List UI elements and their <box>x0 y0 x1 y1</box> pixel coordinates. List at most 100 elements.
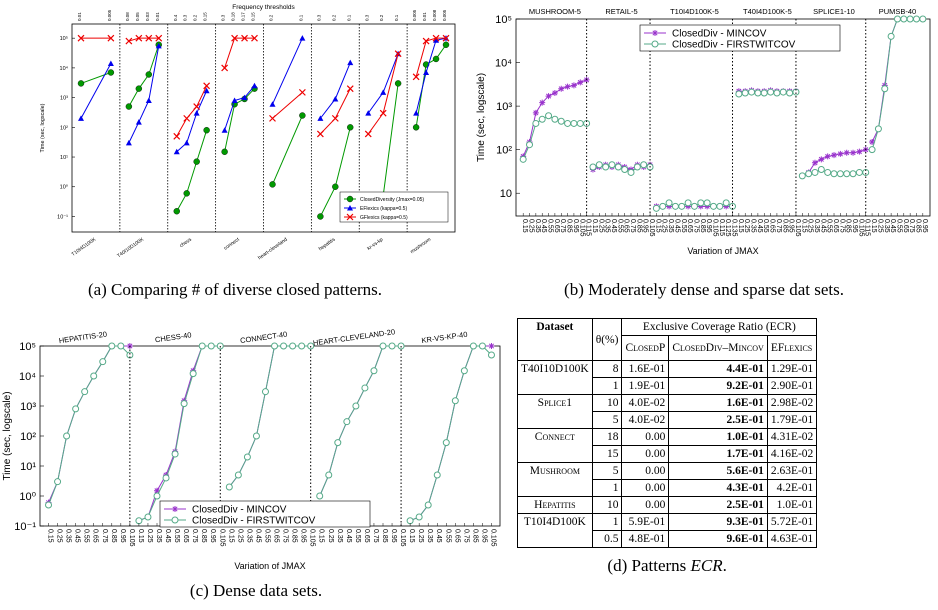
x-tick-label: 0.85 <box>381 529 388 543</box>
group-label: T40I4D100K-5 <box>743 7 792 16</box>
data-point <box>824 153 831 160</box>
data-point <box>855 168 863 176</box>
threshold-label: 0.15 <box>251 12 256 21</box>
data-point <box>299 35 306 41</box>
x-tick-label: 0.55 <box>680 219 687 233</box>
x-tick-label: 0.85 <box>471 529 478 543</box>
data-point <box>234 471 242 479</box>
legend-label: ClosedDiv - MINCOV <box>672 29 767 40</box>
data-point <box>298 88 306 96</box>
cell-dataset: Hepatitis <box>517 496 593 514</box>
x-tick-label: 0.35 <box>883 219 890 233</box>
data-point <box>45 501 53 509</box>
data-point <box>125 139 132 146</box>
data-point <box>451 397 459 405</box>
data-point <box>135 34 143 42</box>
x-tick-label: 0.15 <box>654 219 661 233</box>
legend-label: ClosedDiv - MINCOV <box>192 505 287 516</box>
group-label: connect <box>223 236 241 251</box>
data-point <box>316 130 324 138</box>
x-tick-label: 0.35 <box>336 529 343 543</box>
data-point <box>183 190 190 197</box>
x-tick-label: 0.65 <box>902 219 909 233</box>
x-tick-label: 0.45 <box>164 529 171 543</box>
data-point <box>748 88 756 96</box>
data-point <box>716 202 724 210</box>
data-point <box>415 513 423 521</box>
series-line <box>138 345 221 522</box>
data-point <box>893 15 901 23</box>
y-tick-label: 10⁰ <box>60 184 69 191</box>
x-tick-label: 0.95 <box>209 529 216 543</box>
x-tick-label: 0.45 <box>819 219 826 233</box>
x-tick-label: 0.45 <box>345 529 352 543</box>
data-point <box>370 367 378 375</box>
data-point <box>252 432 260 440</box>
group-label: heart-cleveland <box>257 237 289 262</box>
group-label: T10I4D100K-5 <box>670 7 719 16</box>
group-label: HEPATITIS-20 <box>58 330 107 346</box>
data-point <box>171 450 179 458</box>
data-point <box>241 94 248 101</box>
data-point <box>108 342 116 350</box>
x-tick-label: 0.95 <box>480 529 487 543</box>
x-tick-label: 0.35 <box>750 219 757 233</box>
table-row: 15 0.00 1.7E-01 4.16E-02 <box>517 445 818 463</box>
data-point <box>545 112 553 120</box>
data-point <box>538 115 546 123</box>
data-point <box>346 85 354 93</box>
table-row: Mushroom 5 0.00 5.6E-01 2.63E-01 <box>517 462 818 480</box>
x-tick-label: 0.45 <box>889 219 896 233</box>
threshold-label: 0.005 <box>412 9 417 21</box>
series-line <box>272 37 303 105</box>
cell-closedp: 0.00 <box>621 462 670 480</box>
cell-dataset <box>517 479 593 497</box>
series-line <box>48 345 130 503</box>
cell-closeddiv: 1.0E-01 <box>668 428 768 446</box>
data-point <box>316 492 324 500</box>
ecr-table: Dataset θ(%) Exclusive Coverage Ratio (E… <box>517 318 818 548</box>
data-point <box>442 34 450 42</box>
x-tick-label: 0.65 <box>686 219 693 233</box>
data-point <box>193 103 201 110</box>
data-point <box>633 163 641 171</box>
data-point <box>107 69 115 76</box>
data-point <box>241 34 248 42</box>
y-axis-label: Time (sec, logscale) <box>476 73 487 162</box>
threshold-label: 0.005 <box>107 9 112 21</box>
data-point <box>849 170 857 178</box>
cell-theta: 0.5 <box>591 530 623 548</box>
data-point <box>162 474 170 482</box>
data-point <box>193 110 200 116</box>
data-point <box>818 156 825 163</box>
threshold-label: 0.15 <box>203 12 208 21</box>
data-point <box>703 199 711 207</box>
cell-closedp: 1.9E-01 <box>621 377 670 395</box>
legend-label: ClosedDiv - FIRSTWITCOV <box>672 40 796 51</box>
data-point <box>225 483 233 491</box>
legend-label: EFlexics (kappa=0.5) <box>360 206 407 212</box>
cell-theta: 8 <box>591 360 623 378</box>
data-point <box>125 37 133 45</box>
series-line <box>319 345 402 497</box>
cell-theta: 10 <box>591 496 623 514</box>
data-point <box>325 471 333 479</box>
data-point <box>532 109 539 116</box>
x-tick-label: 0.35 <box>813 219 820 233</box>
threshold-label: 0.2 <box>269 14 274 21</box>
data-point <box>299 112 306 119</box>
data-point <box>741 89 749 97</box>
x-tick-label: 0.15 <box>870 219 877 233</box>
x-tick-label: 0.115 <box>864 219 871 236</box>
data-point <box>811 159 818 166</box>
data-point <box>912 15 920 23</box>
x-tick-label: 0.55 <box>444 529 451 543</box>
series-line <box>128 37 159 42</box>
data-point <box>519 155 527 163</box>
data-point <box>722 199 730 207</box>
group-label: T10I4D100K <box>71 236 98 257</box>
data-point <box>874 125 882 133</box>
series-line <box>415 37 447 114</box>
x-tick-label: 0.15 <box>800 219 807 233</box>
legend-marker <box>346 195 354 203</box>
